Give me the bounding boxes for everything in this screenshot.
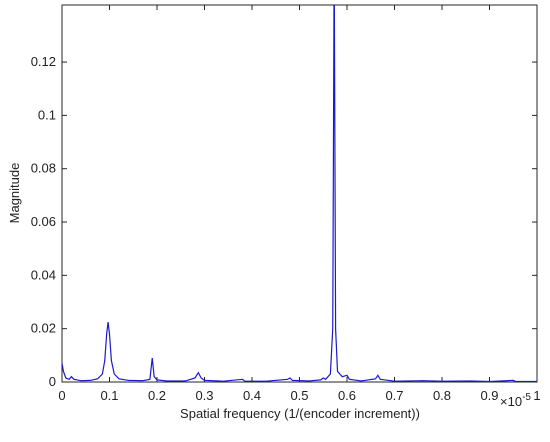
y-tick-label: 0.04 — [31, 267, 56, 282]
y-tick-label: 0.08 — [31, 161, 56, 176]
x-tick-label: 1 — [533, 388, 540, 403]
x-tick-label: 0.9 — [480, 388, 498, 403]
x-tick-label: 0.4 — [243, 388, 261, 403]
x-exponent: ×10-5 — [500, 392, 531, 409]
x-tick-label: 0.8 — [433, 388, 451, 403]
x-tick-label: 0.6 — [338, 388, 356, 403]
x-axis-label: Spatial frequency (1/(encoder increment)… — [180, 406, 420, 421]
y-tick-label: 0 — [49, 374, 56, 389]
plot-area — [62, 5, 537, 382]
x-tick-label: 0.1 — [100, 388, 118, 403]
y-axis-label: Magnitude — [7, 163, 22, 224]
y-tick-label: 0.02 — [31, 321, 56, 336]
plot-box — [61, 4, 538, 383]
y-tick-label: 0.06 — [31, 214, 56, 229]
y-tick-label: 0.1 — [38, 107, 56, 122]
x-tick-label: 0.3 — [195, 388, 213, 403]
y-tick-label: 0.12 — [31, 54, 56, 69]
x-tick-label: 0.5 — [290, 388, 308, 403]
x-tick-label: 0.2 — [148, 388, 166, 403]
x-tick-label: 0 — [58, 388, 65, 403]
x-exponent-base: ×10 — [500, 394, 522, 409]
x-tick-label: 0.7 — [385, 388, 403, 403]
data-line — [62, 5, 537, 382]
x-exponent-power: -5 — [522, 392, 531, 403]
